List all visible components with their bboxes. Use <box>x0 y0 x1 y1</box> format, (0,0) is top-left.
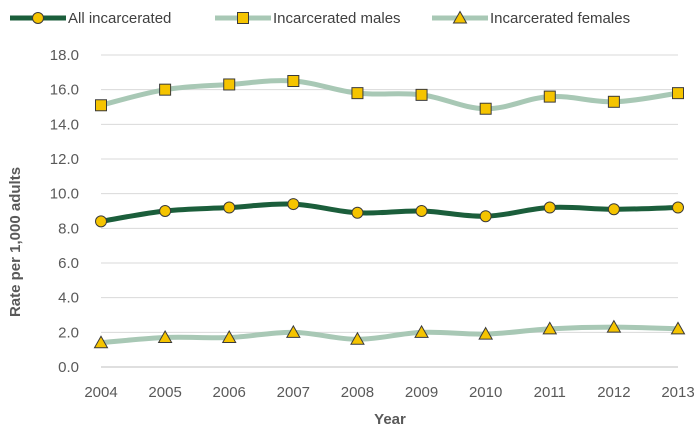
y-tick-label: 12.0 <box>50 151 79 168</box>
legend-label: All incarcerated <box>68 10 171 27</box>
legend-marker <box>32 12 44 24</box>
x-tick-label: 2010 <box>469 384 502 401</box>
x-axis-title: Year <box>374 411 406 428</box>
series-layer <box>93 75 686 349</box>
x-tick-label: 2011 <box>534 384 566 401</box>
data-point <box>351 206 364 219</box>
series-incarcerated-males <box>95 75 684 115</box>
data-point <box>285 324 301 338</box>
y-tick-label: 2.0 <box>58 324 79 341</box>
data-point <box>159 205 172 217</box>
data-point <box>287 75 300 87</box>
y-tick-label: 14.0 <box>50 116 79 133</box>
data-point <box>287 198 300 211</box>
x-tick-label: 2007 <box>277 384 310 401</box>
legend-item-incarcerated-females: Incarcerated females <box>432 10 630 27</box>
y-tick-label: 8.0 <box>58 220 79 237</box>
x-tick-label: 2013 <box>661 384 694 401</box>
data-point <box>414 324 429 338</box>
data-point <box>542 321 558 335</box>
data-point <box>350 331 365 345</box>
data-point <box>479 210 492 223</box>
legend-label: Incarcerated females <box>490 10 630 27</box>
data-point <box>221 330 237 344</box>
y-tick-label: 18.0 <box>50 47 79 64</box>
legend-item-incarcerated-males: Incarcerated males <box>215 10 401 27</box>
legend: All incarcerated Incarcerated males Incarc… <box>10 10 630 27</box>
data-point <box>478 326 494 340</box>
data-point <box>93 335 109 349</box>
gridlines <box>101 54 678 368</box>
data-point <box>95 99 107 112</box>
legend-item-all-incarcerated: All incarcerated <box>10 10 171 27</box>
legend-marker <box>452 10 468 24</box>
legend-label: Incarcerated males <box>273 10 401 27</box>
y-tick-label: 0.0 <box>58 359 79 376</box>
data-point <box>672 87 684 100</box>
data-point <box>607 95 620 108</box>
data-point <box>415 88 428 101</box>
data-point <box>670 321 686 335</box>
y-axis-title: Rate per 1,000 adults <box>7 167 24 317</box>
series-incarcerated-females <box>93 319 686 349</box>
data-point <box>543 201 556 214</box>
data-point <box>543 90 556 103</box>
series-line <box>98 78 681 112</box>
legend-marker <box>237 12 249 24</box>
data-point <box>223 201 236 214</box>
x-tick-label: 2012 <box>597 384 630 401</box>
data-point <box>95 215 107 228</box>
data-point <box>223 78 236 91</box>
data-point <box>415 205 428 217</box>
data-point <box>606 319 622 333</box>
data-point <box>351 87 364 100</box>
y-tick-label: 16.0 <box>50 82 79 99</box>
x-tick-label: 2006 <box>213 384 246 401</box>
x-tick-label: 2008 <box>341 384 374 401</box>
x-tick-label: 2009 <box>405 384 438 401</box>
data-point <box>479 102 492 115</box>
series-all-incarcerated <box>95 198 684 228</box>
y-tick-label: 10.0 <box>50 186 79 203</box>
x-tick-label: 2004 <box>84 384 117 401</box>
y-axis-ticks: 0.0 2.0 4.0 6.0 8.0 10.0 12.0 14.0 16.0 18.0 <box>50 47 79 376</box>
data-point <box>607 203 620 216</box>
y-tick-label: 6.0 <box>58 255 79 272</box>
series-line <box>98 201 681 224</box>
x-tick-label: 2005 <box>148 384 181 401</box>
data-point <box>159 83 172 96</box>
y-tick-label: 4.0 <box>58 290 79 307</box>
data-point <box>157 330 173 344</box>
data-point <box>672 201 684 214</box>
x-axis-ticks: 2004 2005 2006 2007 2008 2009 2010 2011 2012 2013 <box>84 384 694 401</box>
series-line <box>98 324 681 346</box>
